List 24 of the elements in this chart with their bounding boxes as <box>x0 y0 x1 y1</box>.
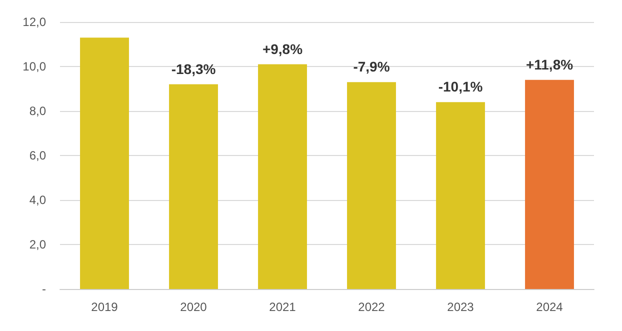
annotation: -10,1% <box>438 78 484 95</box>
x-tick-label: 2020 <box>180 300 208 314</box>
y-tick-label: 10,0 <box>22 60 46 74</box>
x-tick-label: 2022 <box>358 300 386 314</box>
bar <box>258 64 307 289</box>
annotation: +11,8% <box>526 56 574 72</box>
y-tick-label: 12,0 <box>22 15 46 29</box>
bar <box>169 84 218 289</box>
annotation: +9,8% <box>262 40 304 57</box>
x-tick-label: 2021 <box>269 300 296 314</box>
y-tick-label: 8,0 <box>29 104 46 118</box>
y-tick-label: - <box>42 282 46 296</box>
bar <box>436 102 485 289</box>
y-tick-label: 6,0 <box>29 148 46 162</box>
bar <box>80 38 129 289</box>
y-tick-label: 2,0 <box>29 238 46 252</box>
x-tick-label: 2023 <box>447 300 474 314</box>
bar <box>525 80 574 289</box>
x-tick-label: 2019 <box>91 300 118 314</box>
annotation: -18,3% <box>171 60 216 77</box>
annotation: -7,9% <box>353 58 390 75</box>
bar <box>347 82 396 289</box>
y-tick-label: 4,0 <box>29 193 46 207</box>
x-tick-label: 2024 <box>536 300 564 314</box>
